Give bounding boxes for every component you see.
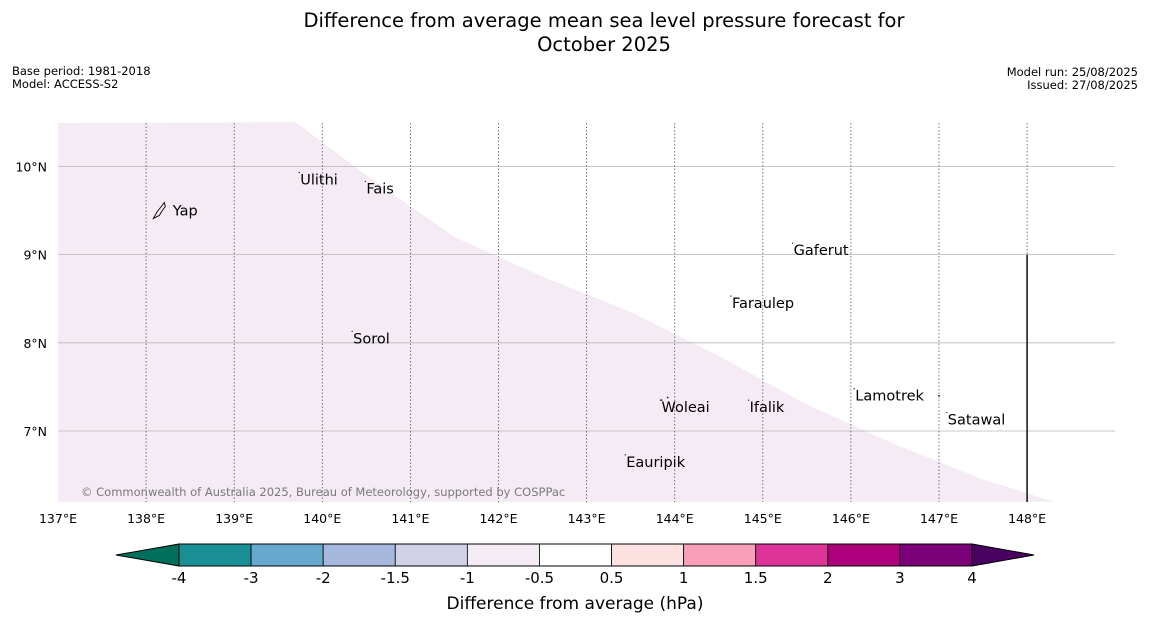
lon-tick-label: 142°E [479,511,517,526]
map: 7°N 8°N 9°N 10°N 137°E 138°E 139°E 140°E 141°E 14… [15,122,1115,526]
place-marker [747,399,750,401]
colorbar-segment [394,543,468,567]
lon-tick-label: 138°E [127,511,165,526]
issued-date: Issued: 27/08/2025 [1027,78,1138,92]
colorbar-segment [466,543,540,567]
atoll-dot [938,394,940,397]
base-period: Base period: 1981-2018 [12,64,151,78]
colorbar-label: Difference from average (hPa) [446,594,704,614]
atoll-dot [666,396,669,399]
colorbar-tick-label: -3 [244,569,259,587]
place-marker [624,454,626,456]
lat-tick-label: 7°N [23,424,47,439]
place-label-lamotrek: Lamotrek [855,389,924,405]
meta-left: Base period: 1981-2018 Model: ACCESS-S2 [12,65,151,91]
lat-tick-label: 9°N [23,248,47,263]
colorbar-tick-label: 3 [895,569,905,587]
place-label-sorol: Sorol [353,331,390,347]
pressure-anomaly-shading [58,122,1054,503]
colorbar-segment [755,543,829,567]
colorbar-tick-label: -4 [172,569,187,587]
place-label-ulithi: Ulithi [300,173,338,189]
place-marker [853,388,856,390]
meta-right: Model run: 25/08/2025 Issued: 27/08/2025 [1007,66,1138,92]
colorbar-over-arrow [971,543,1035,567]
place-marker [659,399,662,401]
colorbar-tick-label: -1.5 [381,569,410,587]
copyright-text: © Commonwealth of Australia 2025, Bureau… [81,485,565,499]
lon-tick-label: 140°E [303,511,341,526]
place-label-eauripik: Eauripik [626,455,685,471]
colorbar-segment [539,543,612,567]
colorbar: -4 -3 -2 -1.5 -1 -0.5 0.5 1 1.5 2 3 4 [115,543,1035,587]
colorbar-segment [611,543,685,567]
colorbar-tick-label: -1 [460,569,475,587]
lon-tick-label: 147°E [920,511,958,526]
colorbar-segment [178,543,252,567]
lon-tick-label: 145°E [744,511,782,526]
lon-tick-label: 148°E [1008,511,1046,526]
lon-tick-label: 139°E [215,511,253,526]
title-line-2: October 2025 [537,33,671,56]
place-marker [298,171,300,174]
colorbar-tick-label: -0.5 [525,569,554,587]
colorbar-frame [178,543,973,567]
place-marker [730,295,732,297]
place-label-faraulep: Faraulep [732,296,794,312]
lat-tick-label: 8°N [23,336,47,351]
lon-tick-label: 137°E [39,511,77,526]
model-name: Model: ACCESS-S2 [12,77,119,91]
colorbar-tick-label: 1.5 [744,569,768,587]
place-label-satawal: Satawal [948,413,1005,429]
chart-title: Difference from average mean sea level p… [0,9,1150,57]
colorbar-segment [250,543,324,567]
colorbar-under-arrow [115,543,180,567]
title-line-1: Difference from average mean sea level p… [303,9,905,32]
place-marker [364,180,367,183]
colorbar-segment [899,543,973,567]
model-run: Model run: 25/08/2025 [1006,65,1138,79]
place-marker [946,411,948,414]
lat-tick-label: 10°N [15,159,47,174]
yap-island-outline [152,201,166,220]
place-label-gaferut: Gaferut [794,243,849,259]
place-label-woleai: Woleai [661,400,709,416]
lon-tick-label: 144°E [656,511,694,526]
place-marker [791,242,794,244]
lon-tick-label: 141°E [391,511,429,526]
colorbar-tick-label: 0.5 [600,569,624,587]
place-marker [351,330,353,333]
colorbar-tick-label: 1 [679,569,689,587]
colorbar-tick-label: 4 [967,569,977,587]
colorbar-segment [683,543,757,567]
place-label-yap: Yap [172,204,198,220]
colorbar-tick-label: 2 [823,569,833,587]
place-label-ifalik: Ifalik [750,400,785,416]
lon-tick-label: 146°E [832,511,870,526]
colorbar-segment [827,543,901,567]
lon-tick-label: 143°E [568,511,606,526]
colorbar-tick-label: -2 [316,569,331,587]
place-label-fais: Fais [366,181,393,197]
colorbar-segment [322,543,396,567]
